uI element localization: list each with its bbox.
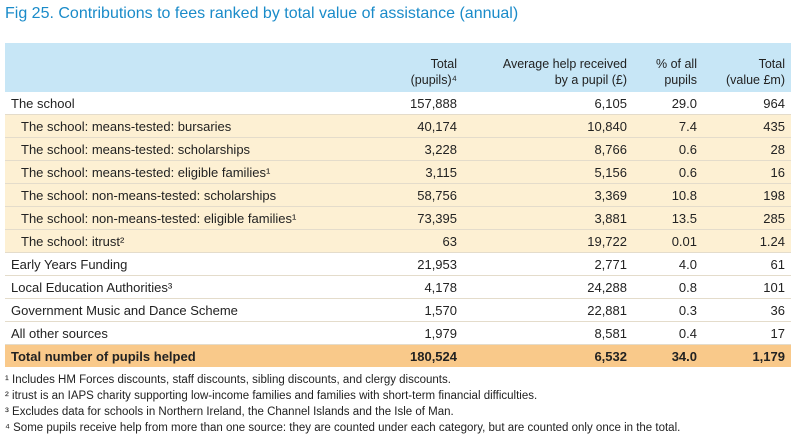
table-row: Government Music and Dance Scheme 1,570 22… bbox=[5, 298, 791, 322]
row-label: The school: means-tested: eligible famil… bbox=[5, 160, 401, 184]
header-line: Average help received bbox=[502, 57, 627, 71]
value-cell: 10.8 bbox=[633, 183, 703, 207]
value-cell: 8,766 bbox=[463, 137, 633, 161]
header-cell: Total (value £m) bbox=[703, 43, 791, 92]
table-row: The school: means-tested: eligible famil… bbox=[5, 160, 791, 184]
value-cell: 0.6 bbox=[633, 160, 703, 184]
table-row: The school 157,888 6,105 29.0 964 bbox=[5, 92, 791, 115]
row-label: The school: means-tested: scholarships bbox=[5, 137, 401, 161]
value-cell: 0.8 bbox=[633, 275, 703, 299]
value-cell: 2,771 bbox=[463, 252, 633, 276]
value-cell: 1,179 bbox=[703, 344, 791, 367]
value-cell: 0.4 bbox=[633, 321, 703, 345]
row-label: Local Education Authorities³ bbox=[5, 275, 401, 299]
table-row: The school: means-tested: scholarships 3,… bbox=[5, 137, 791, 161]
row-label: Total number of pupils helped bbox=[5, 344, 401, 367]
value-cell: 6,532 bbox=[463, 344, 633, 367]
value-cell: 4,178 bbox=[401, 275, 463, 299]
row-label: The school: non-means-tested: eligible f… bbox=[5, 206, 401, 230]
value-cell: 7.4 bbox=[633, 114, 703, 138]
value-cell: 5,156 bbox=[463, 160, 633, 184]
value-cell: 157,888 bbox=[401, 92, 463, 115]
value-cell: 22,881 bbox=[463, 298, 633, 322]
header-line: (pupils)⁴ bbox=[410, 73, 457, 87]
header-cell bbox=[5, 43, 401, 92]
row-label: The school bbox=[5, 92, 401, 115]
footnote: ² itrust is an IAPS charity supporting l… bbox=[5, 390, 538, 402]
value-cell: 28 bbox=[703, 137, 791, 161]
table-row: Early Years Funding 21,953 2,771 4.0 61 bbox=[5, 252, 791, 276]
value-cell: 0.6 bbox=[633, 137, 703, 161]
value-cell: 10,840 bbox=[463, 114, 633, 138]
value-cell: 3,228 bbox=[401, 137, 463, 161]
value-cell: 964 bbox=[703, 92, 791, 115]
value-cell: 198 bbox=[703, 183, 791, 207]
header-line: % of all pupils bbox=[656, 57, 697, 87]
footnote: ³ Excludes data for schools in Northern … bbox=[5, 406, 454, 418]
header-line: Total bbox=[430, 57, 457, 71]
table-row: The school: non-means-tested: scholarshi… bbox=[5, 183, 791, 207]
value-cell: 29.0 bbox=[633, 92, 703, 115]
header-line: by a pupil (£) bbox=[554, 73, 627, 87]
value-cell: 36 bbox=[703, 298, 791, 322]
table-row: The school: non-means-tested: eligible f… bbox=[5, 206, 791, 230]
value-cell: 101 bbox=[703, 275, 791, 299]
value-cell: 8,581 bbox=[463, 321, 633, 345]
header-line: (value £m) bbox=[725, 73, 785, 87]
table-row: The school: itrust² 63 19,722 0.01 1.24 bbox=[5, 229, 791, 253]
value-cell: 34.0 bbox=[633, 344, 703, 367]
table: Total (pupils)⁴ Average help received by a … bbox=[5, 43, 791, 367]
value-cell: 1,570 bbox=[401, 298, 463, 322]
value-cell: 58,756 bbox=[401, 183, 463, 207]
value-cell: 3,115 bbox=[401, 160, 463, 184]
value-cell: 63 bbox=[401, 229, 463, 253]
value-cell: 17 bbox=[703, 321, 791, 345]
value-cell: 24,288 bbox=[463, 275, 633, 299]
value-cell: 61 bbox=[703, 252, 791, 276]
value-cell: 285 bbox=[703, 206, 791, 230]
table-row: Total number of pupils helped 180,524 6,53… bbox=[5, 344, 791, 367]
value-cell: 73,395 bbox=[401, 206, 463, 230]
value-cell: 0.3 bbox=[633, 298, 703, 322]
footnotes: ¹ Includes HM Forces discounts, staff di… bbox=[5, 372, 680, 436]
value-cell: 19,722 bbox=[463, 229, 633, 253]
value-cell: 3,881 bbox=[463, 206, 633, 230]
table-row: The school: means-tested: bursaries 40,17… bbox=[5, 114, 791, 138]
row-label: The school: non-means-tested: scholarshi… bbox=[5, 183, 401, 207]
value-cell: 40,174 bbox=[401, 114, 463, 138]
value-cell: 6,105 bbox=[463, 92, 633, 115]
header-cell: Total (pupils)⁴ bbox=[401, 43, 463, 92]
row-label: Government Music and Dance Scheme bbox=[5, 298, 401, 322]
table-row: All other sources 1,979 8,581 0.4 17 bbox=[5, 321, 791, 345]
header-cell: Average help received by a pupil (£) bbox=[463, 43, 633, 92]
table-row: Local Education Authorities³ 4,178 24,288 0… bbox=[5, 275, 791, 299]
value-cell: 3,369 bbox=[463, 183, 633, 207]
value-cell: 13.5 bbox=[633, 206, 703, 230]
value-cell: 21,953 bbox=[401, 252, 463, 276]
header-cell: % of all pupils bbox=[633, 43, 703, 92]
value-cell: 180,524 bbox=[401, 344, 463, 367]
value-cell: 1,979 bbox=[401, 321, 463, 345]
row-label: Early Years Funding bbox=[5, 252, 401, 276]
footnote: ⁴ Some pupils receive help from more tha… bbox=[5, 422, 681, 434]
header-row: Total (pupils)⁴ Average help received by a … bbox=[5, 43, 791, 92]
value-cell: 0.01 bbox=[633, 229, 703, 253]
value-cell: 16 bbox=[703, 160, 791, 184]
footnote: ¹ Includes HM Forces discounts, staff di… bbox=[5, 374, 451, 386]
value-cell: 435 bbox=[703, 114, 791, 138]
row-label: The school: means-tested: bursaries bbox=[5, 114, 401, 138]
value-cell: 4.0 bbox=[633, 252, 703, 276]
row-label: All other sources bbox=[5, 321, 401, 345]
row-label: The school: itrust² bbox=[5, 229, 401, 253]
header-line: Total bbox=[758, 57, 785, 71]
value-cell: 1.24 bbox=[703, 229, 791, 253]
figure-title: Fig 25. Contributions to fees ranked by … bbox=[5, 5, 519, 22]
table-body: The school 157,888 6,105 29.0 964 The school:… bbox=[5, 92, 791, 367]
